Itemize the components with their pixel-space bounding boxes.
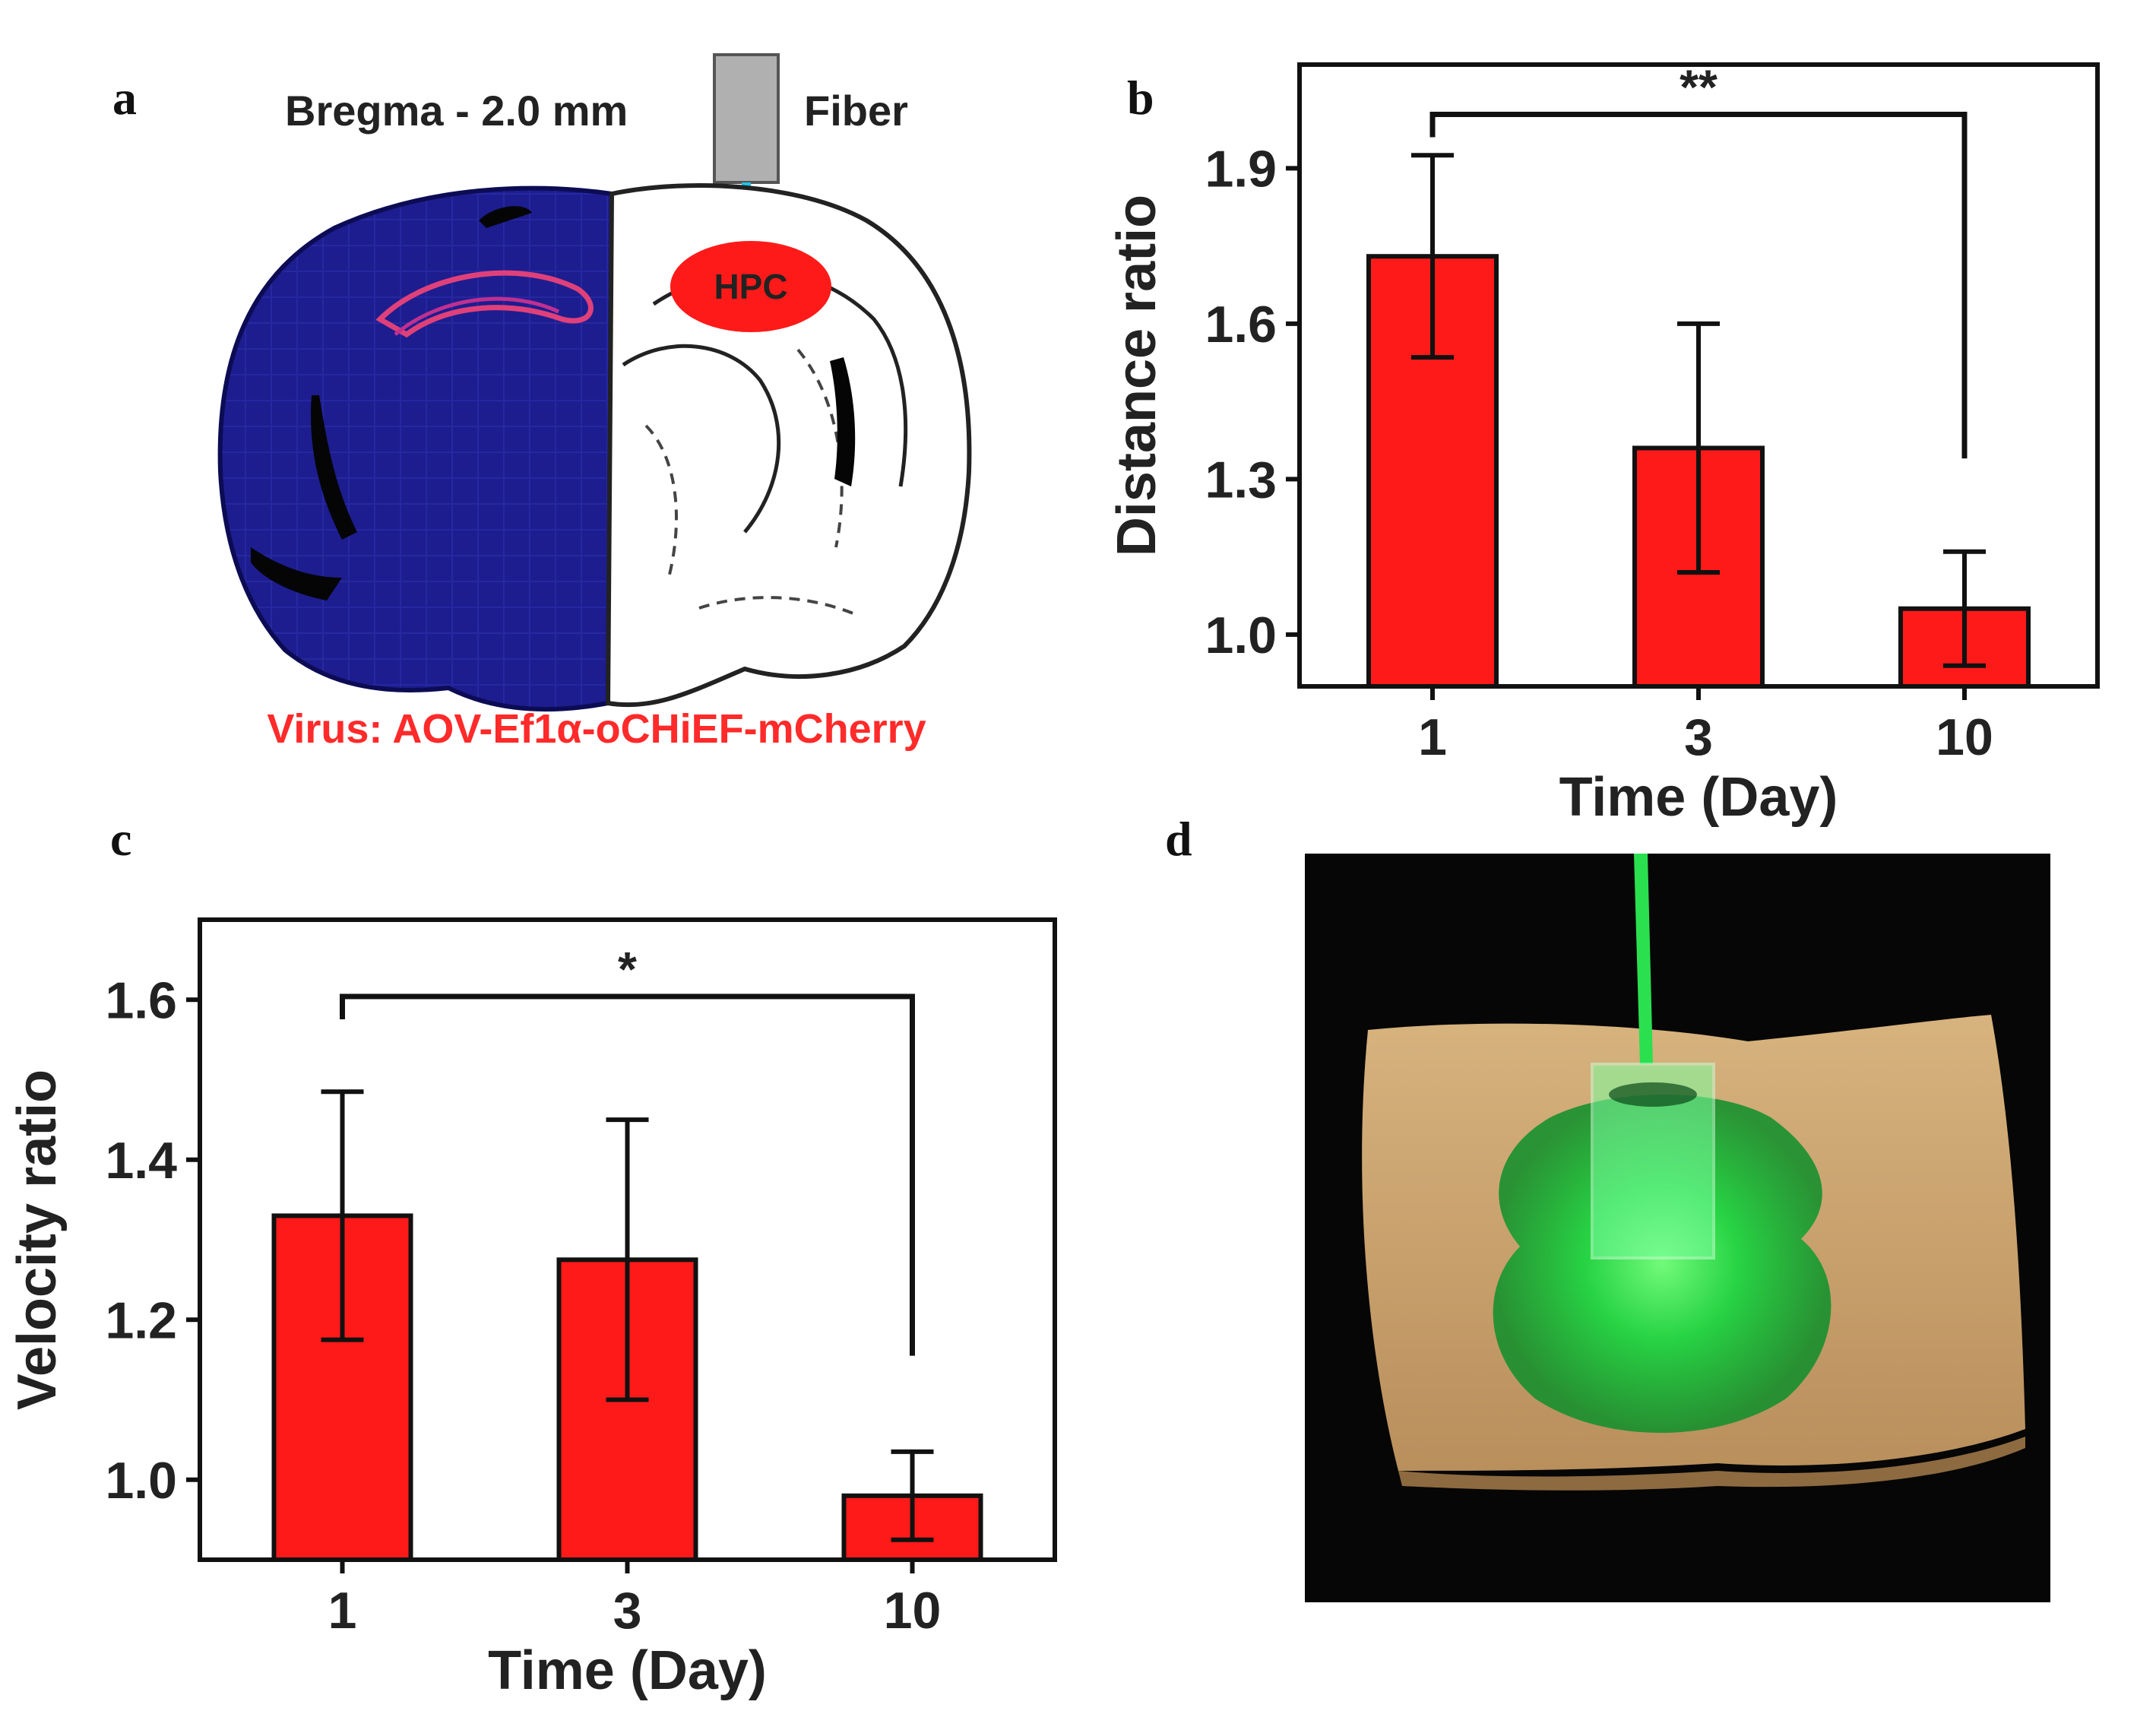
chart-b: 1.0 1.3 1.6 1.9 1 3 10 Time (Day) Distance ratio… — [1106, 59, 2100, 828]
fiber-icon — [713, 53, 780, 184]
x-tick-label: 1 — [1418, 708, 1447, 766]
y-tick-label: 1.0 — [1205, 607, 1277, 664]
ventricle-dark-2 — [479, 206, 532, 228]
y-axis-title: Velocity ratio — [7, 1069, 68, 1410]
panel-b: b 1.0 1.3 1.6 1.9 1 3 10 Time (Day) Distance rat… — [1106, 59, 2100, 828]
y-tick-label: 1.6 — [1205, 296, 1277, 353]
panel-a: a Bregma - 2.0 mm Fiber HPC Virus: AOV-E… — [112, 53, 972, 752]
y-tick-label: 1.0 — [105, 1452, 177, 1510]
panel-b-letter: b — [1127, 71, 1154, 125]
y-tick-label: 1.9 — [1205, 140, 1277, 198]
ventricle-dark-3 — [251, 547, 342, 600]
x-axis-title: Time (Day) — [1559, 767, 1838, 828]
panel-c-letter: c — [110, 812, 131, 866]
significance-bracket — [340, 993, 915, 1356]
fiber-label: Fiber — [804, 87, 908, 135]
atlas-line-2 — [622, 344, 781, 534]
panel-a-letter: a — [112, 71, 137, 125]
atlas-ventricle — [830, 357, 856, 486]
significance-label: * — [618, 942, 637, 996]
virus-label: Virus: AOV-Ef1α-oCHiEF-mCherry — [267, 706, 926, 752]
cuvette-highlight — [1609, 1082, 1697, 1107]
x-axis-title: Time (Day) — [488, 1640, 767, 1701]
significance-bracket — [1429, 111, 1968, 459]
green-diffusion — [1493, 1095, 1831, 1433]
y-tick-label: 1.2 — [105, 1291, 177, 1349]
y-tick-label: 1.3 — [1205, 451, 1277, 509]
atlas-line-5 — [698, 596, 860, 617]
y-tick-label: 1.4 — [105, 1132, 177, 1190]
significance-label: ** — [1680, 59, 1718, 114]
y-axis-title: Distance ratio — [1106, 195, 1167, 556]
x-tick-label: 1 — [328, 1582, 357, 1640]
light-fiber — [1634, 854, 1653, 1064]
bregma-label: Bregma - 2.0 mm — [285, 87, 628, 135]
ventricle-dark — [311, 395, 357, 540]
chart-c: 1.0 1.2 1.4 1.6 1 3 10 Time (Day) Velocity ratio… — [7, 917, 1057, 1701]
hippocampus-stain-inner — [394, 296, 560, 336]
x-tick-label: 10 — [1936, 708, 1993, 766]
panel-d: d — [1165, 812, 2050, 1602]
atlas-line-4 — [796, 348, 844, 548]
tissue-edge — [1398, 1437, 2025, 1491]
hpc-target — [670, 241, 831, 332]
y-tick-label: 1.6 — [105, 971, 177, 1029]
x-tick-label: 3 — [613, 1582, 642, 1640]
hpc-label: HPC — [714, 267, 787, 306]
x-tick-label: 10 — [884, 1582, 942, 1640]
stained-hemisphere — [217, 185, 615, 712]
panel-d-letter: d — [1165, 812, 1192, 866]
panel-c: c 1.0 1.2 1.4 1.6 1 3 10 Time (Day) Velocity rat… — [7, 812, 1057, 1701]
hippocampus-stain — [375, 270, 594, 338]
x-tick-label: 3 — [1684, 708, 1713, 766]
atlas-line-3 — [644, 424, 678, 578]
